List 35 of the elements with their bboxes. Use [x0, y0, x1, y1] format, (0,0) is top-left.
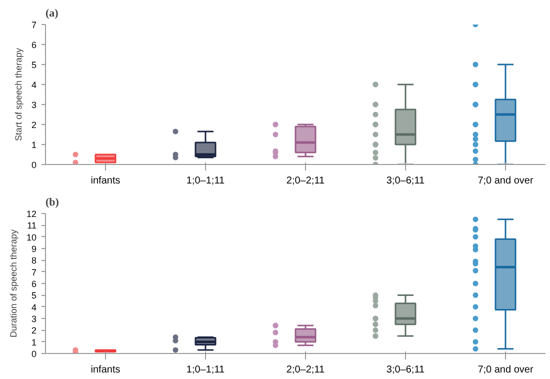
y-tick-label: 1 — [31, 337, 37, 348]
x-tick-label: infants — [90, 364, 120, 376]
y-tick-label: 7 — [31, 20, 37, 30]
x-tick-label: 7;0 and over — [478, 176, 534, 186]
y-tick-label: 2 — [31, 326, 37, 336]
chart-title: (a) — [46, 8, 59, 20]
y-tick-label: 5 — [31, 60, 37, 70]
y-tick-label: 7 — [31, 267, 37, 278]
y-tick-label: 3 — [31, 314, 37, 324]
y-tick-label: 4 — [31, 80, 37, 90]
x-tick-label: 1;0–1;11 — [186, 176, 226, 186]
y-axis-title: Duration of speech therapy — [8, 228, 18, 338]
y-tick-label: 6 — [31, 279, 37, 289]
y-tick-label: 10 — [26, 232, 37, 242]
y-tick-label: 12 — [26, 209, 37, 219]
x-tick-label: 7;0 and over — [478, 364, 534, 376]
y-tick-label: 0 — [31, 349, 37, 359]
x-tick-label: 2;0–2;11 — [286, 364, 326, 376]
chart-title: (b) — [46, 196, 60, 208]
y-tick-label: 8 — [31, 256, 37, 266]
x-tick-label: 1;0–1;11 — [186, 364, 226, 376]
y-tick-label: 9 — [31, 244, 37, 254]
y-tick-label: 1 — [31, 140, 37, 150]
y-tick-label: 3 — [31, 100, 37, 110]
x-tick-label: 2;0–2;11 — [286, 176, 326, 186]
y-tick-label: 11 — [27, 220, 36, 231]
x-tick-label: infants — [90, 176, 120, 186]
y-tick-label: 0 — [31, 160, 37, 170]
x-tick-label: 3;0–6;11 — [386, 176, 426, 186]
y-tick-label: 2 — [31, 120, 37, 130]
y-tick-label: 6 — [31, 40, 37, 50]
y-tick-label: 5 — [31, 290, 37, 301]
x-tick-label: 3;0–6;11 — [386, 364, 426, 376]
y-axis-title: Start of speech therapy — [13, 47, 24, 142]
y-tick-label: 4 — [31, 302, 37, 312]
